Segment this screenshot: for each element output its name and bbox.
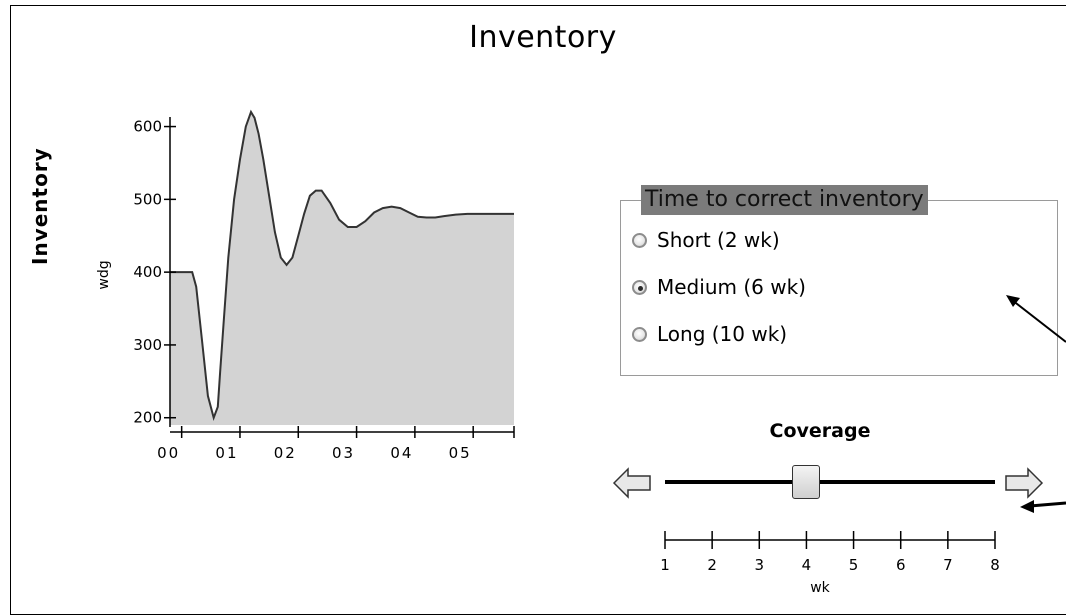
radio-button-checked-icon[interactable] (632, 279, 647, 295)
radio-button-icon[interactable] (632, 326, 647, 342)
x-tick-label: 02 (274, 444, 297, 462)
page-title: Inventory (469, 20, 617, 55)
y-tick-label: 500 (133, 190, 162, 208)
slider-title: Coverage (769, 420, 871, 442)
arrow-right-icon (1005, 467, 1044, 499)
slider-decrease-button[interactable] (612, 466, 652, 500)
slider-increase-button[interactable] (1004, 466, 1044, 500)
x-tick-label: 01 (215, 444, 238, 462)
x-tick-label: 05 (449, 444, 472, 462)
slider-tick-label: 1 (660, 556, 670, 574)
slider-tick-label: 8 (990, 556, 1000, 574)
slider-tick-label: 2 (707, 556, 717, 574)
slider-tick-label: 3 (755, 556, 765, 574)
slider-tick-label: 6 (896, 556, 906, 574)
x-tick-label: 04 (390, 444, 413, 462)
radio-group-legend: Time to correct inventory (641, 185, 928, 215)
inventory-line (170, 109, 514, 421)
radio-label-short: Short (2 wk) (657, 228, 780, 252)
x-tick-label: 00 (157, 444, 180, 462)
radio-button-icon[interactable] (632, 232, 647, 248)
radio-label-medium: Medium (6 wk) (657, 275, 806, 299)
y-tick-label: 600 (133, 118, 162, 136)
radio-long[interactable]: Long (10 wk) (632, 322, 787, 346)
y-tick-label: 300 (133, 336, 162, 354)
radio-medium[interactable]: Medium (6 wk) (632, 275, 806, 299)
slider-tick-label: 5 (849, 556, 859, 574)
x-tick-label: 03 (332, 444, 355, 462)
slider-thumb[interactable] (792, 465, 821, 499)
slider-tick-label: 4 (802, 556, 812, 574)
radio-label-long: Long (10 wk) (657, 322, 788, 346)
arrow-left-icon (612, 467, 651, 499)
slider-track[interactable] (665, 480, 995, 484)
radio-short[interactable]: Short (2 wk) (632, 228, 780, 252)
y-tick-label: 400 (133, 263, 162, 281)
inventory-area (170, 112, 514, 425)
slider-unit: wk (810, 580, 830, 596)
slider-tick-label: 7 (943, 556, 953, 574)
y-tick-label: 200 (133, 409, 162, 427)
